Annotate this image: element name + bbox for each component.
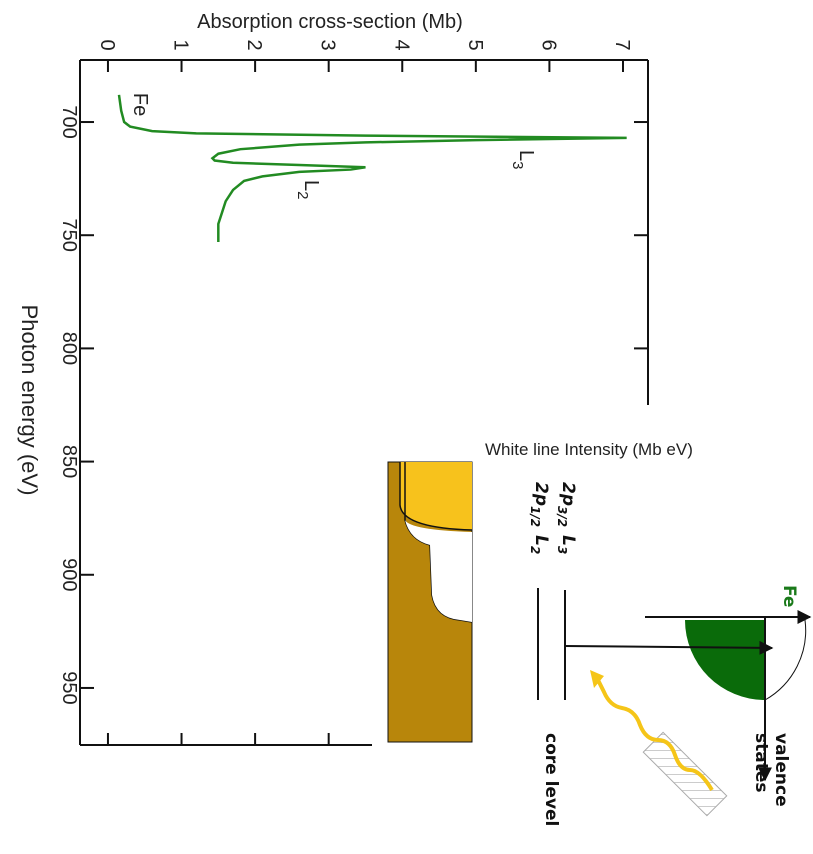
peak-label: L2 — [294, 180, 322, 199]
peak-label-sub: 2 — [294, 191, 311, 199]
x-axis-title: Photon energy (eV) — [17, 305, 42, 496]
valence-band — [685, 620, 765, 700]
y-tick-label: 6 — [537, 39, 559, 50]
valence-label: valence — [771, 733, 791, 807]
x-tick-label: 750 — [58, 219, 80, 252]
series-label: Fe — [129, 93, 151, 116]
core-label: core level — [541, 733, 561, 826]
x-tick-label: 800 — [58, 332, 80, 365]
x-tick-label: 850 — [58, 445, 80, 478]
peak-label-main: L — [515, 150, 537, 161]
series-line — [119, 95, 627, 242]
y-tick-label: 4 — [390, 39, 412, 50]
y-tick-label: 0 — [96, 39, 118, 50]
y-tick-label: 7 — [611, 39, 633, 50]
y-tick-label: 1 — [170, 39, 192, 50]
element-label: Fe — [779, 585, 799, 607]
valence-label: states — [751, 733, 771, 793]
valence-outline — [765, 620, 806, 700]
y-tick-label: 5 — [464, 39, 486, 50]
y-tick-label: 2 — [243, 39, 265, 50]
beam — [643, 732, 726, 815]
level-label: 2p1/2L2 — [528, 482, 551, 554]
figure: Absorption cross-section (Mb) Photon ene… — [0, 0, 813, 854]
axes — [80, 60, 648, 745]
x-tick-label: 950 — [58, 671, 80, 704]
y-tick-label: 3 — [317, 39, 339, 50]
inset-label: White line Intensity (Mb eV) — [485, 440, 693, 459]
diagram: White line Intensity (Mb eV) Fe valence … — [388, 440, 810, 826]
level-label: 2p3/2L3 — [555, 482, 578, 554]
x-tick-label: 700 — [58, 105, 80, 138]
x-tick-label: 900 — [58, 558, 80, 591]
peak-label: L3 — [509, 150, 537, 169]
y-axis-title: Absorption cross-section (Mb) — [197, 11, 463, 33]
peak-label-sub: 3 — [509, 161, 526, 169]
peak-label-main: L — [300, 180, 322, 191]
